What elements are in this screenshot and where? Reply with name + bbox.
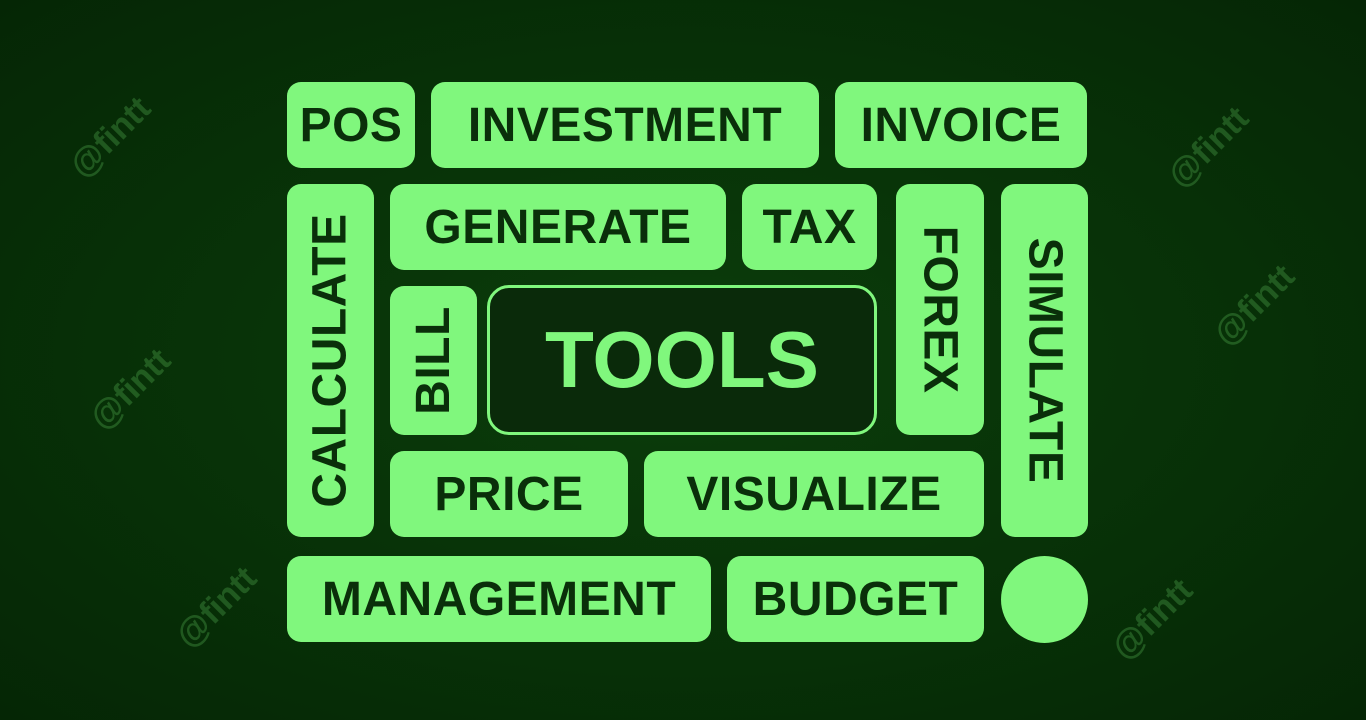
tile-forex: FOREX [896, 184, 984, 435]
tile-invoice: INVOICE [835, 82, 1087, 168]
tile-label: MANAGEMENT [321, 572, 677, 626]
tile-investment: INVESTMENT [431, 82, 819, 168]
tile-management: MANAGEMENT [287, 556, 711, 642]
tile-label: INVESTMENT [467, 98, 783, 152]
tile-label: FOREX [913, 225, 967, 394]
tile-label: INVOICE [860, 98, 1062, 152]
tile-calculate: CALCULATE [287, 184, 374, 537]
watermark-text: @fintt [62, 89, 159, 185]
tile-visualize: VISUALIZE [644, 451, 984, 537]
center-tools-tile: TOOLS [487, 285, 877, 435]
watermark-text: @fintt [82, 341, 179, 437]
tile-label: VISUALIZE [686, 467, 942, 521]
tile-label: PRICE [434, 467, 584, 521]
watermark-text: @fintt [168, 559, 265, 655]
watermark-text: @fintt [1160, 99, 1257, 195]
tile-generate: GENERATE [390, 184, 726, 270]
tile-price: PRICE [390, 451, 628, 537]
tile-pos: POS [287, 82, 415, 168]
tile-label: TAX [762, 200, 857, 254]
tile-label: POS [299, 98, 403, 152]
circle-dot [1001, 556, 1088, 643]
watermark-text: @fintt [1206, 257, 1303, 353]
tile-label: BILL [407, 306, 461, 415]
tile-label: GENERATE [424, 200, 692, 254]
tile-tax: TAX [742, 184, 877, 270]
tile-simulate: SIMULATE [1001, 184, 1088, 537]
tile-label: BUDGET [752, 572, 959, 626]
tile-label: SIMULATE [1018, 237, 1072, 484]
tile-label: CALCULATE [304, 213, 358, 508]
watermark-text: @fintt [1104, 571, 1201, 667]
tile-budget: BUDGET [727, 556, 984, 642]
center-label: TOOLS [544, 315, 820, 404]
tile-bill: BILL [390, 286, 477, 435]
